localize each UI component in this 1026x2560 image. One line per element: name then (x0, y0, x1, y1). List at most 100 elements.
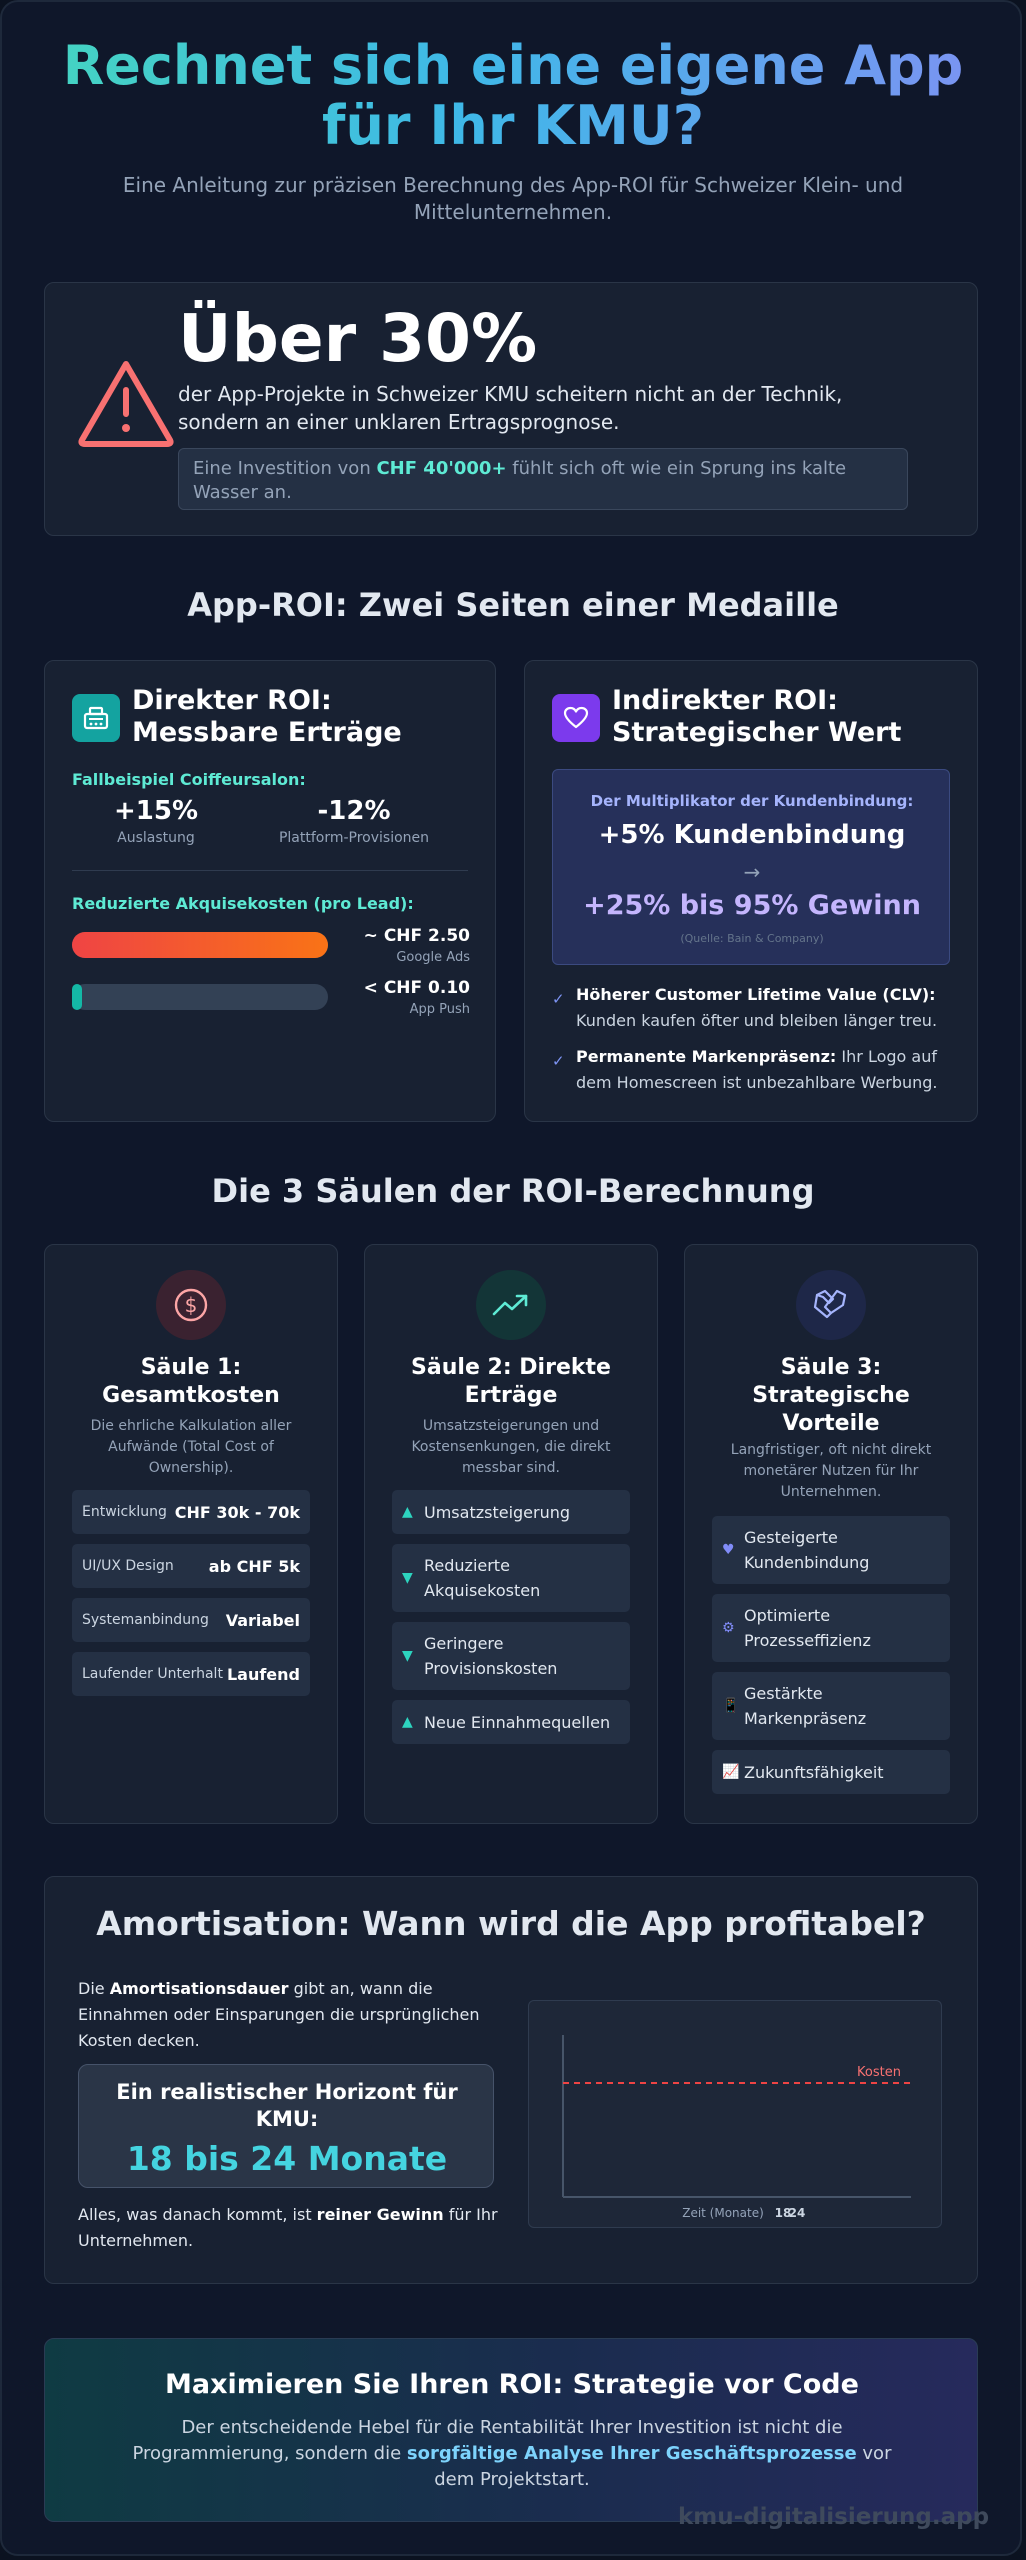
pillar-1-desc: Die ehrliche Kalkulation aller Aufwände … (90, 1418, 292, 1476)
pillar-1-title: Säule 1: Gesamtkosten (102, 1355, 280, 1408)
cta-panel: Maximieren Sie Ihren ROI: Strategie vor … (44, 2338, 978, 2522)
benefit-item-loyalty: ♥ Gesteigerte Kundenbindung (712, 1516, 950, 1584)
cta-heading: Maximieren Sie Ihren ROI: Strategie vor … (165, 2369, 859, 2400)
callout-text-pre: Eine Investition von (193, 458, 377, 479)
intro-bold: Amortisationsdauer (109, 1979, 289, 1998)
multiplier-top: +5% Kundenbindung (598, 820, 906, 850)
gear-icon: ⚙ (722, 1619, 735, 1636)
cta-text-pre: Der entscheidende Hebel für die Rentabil… (132, 2417, 843, 2464)
chart-svg: Kosten Zeit (Monate) 18 24 (562, 2035, 911, 2220)
stat-label-utilization: Auslastung (117, 830, 195, 846)
amortisation-heading: Amortisation: Wann wird die App profitab… (96, 1904, 926, 1943)
outro-pre: Alles, was danach kommt, ist (78, 2205, 317, 2224)
bar-label-google-ads: Google Ads (396, 950, 470, 965)
bullet-brand: Permanente Markenpräsenz: Ihr Logo auf d… (576, 1044, 956, 1096)
acquisition-cost-label: Reduzierte Akquisekosten (pro Lead): (72, 894, 414, 913)
dollar-circle-icon: $ (156, 1270, 226, 1340)
mobile-phone-icon: 📱 (722, 1697, 740, 1714)
intro-pre: Die (78, 1979, 110, 1998)
divider (72, 870, 468, 871)
bullet-clv-text: Kunden kaufen öfter und bleiben länger t… (576, 1011, 938, 1030)
revenue-item-text: Geringere Provisionskosten (424, 1634, 558, 1678)
bullet-brand-bold: Permanente Markenpräsenz: (576, 1047, 837, 1066)
multiplier-source: (Quelle: Bain & Company) (680, 932, 824, 945)
outro-bold: reiner Gewinn (316, 2205, 444, 2224)
svg-text:$: $ (185, 1293, 198, 1317)
direct-roi-title: Direkter ROI: Messbare Erträge (132, 685, 402, 748)
benefit-item-text: Optimierte Prozesseffizienz (744, 1606, 871, 1650)
cost-item-label: UI/UX Design (82, 1558, 174, 1574)
amortisation-chart: Kosten Zeit (Monate) 18 24 (528, 2000, 942, 2228)
multiplier-label: Der Multiplikator der Kundenbindung: (590, 792, 914, 810)
roi-section-heading: App-ROI: Zwei Seiten einer Medaille (187, 586, 839, 624)
cost-item-label: Systemanbindung (82, 1612, 209, 1628)
bar-value-app-push: < CHF 0.10 (363, 978, 470, 998)
intro-post: gibt an, wann die Einnahmen oder Einspar… (78, 1979, 480, 2050)
failure-rate-number: Über 30% (178, 300, 538, 377)
pillar-3-desc: Langfristiger, oft nicht direkt monetäre… (730, 1442, 932, 1500)
revenue-item-text: Umsatzsteigerung (424, 1502, 571, 1522)
cost-item-value: ab CHF 5k (208, 1556, 300, 1576)
x-tick-24: 24 (789, 2206, 806, 2220)
bar-track-app-push (72, 984, 328, 1010)
pillar-2-title: Säule 2: Direkte Erträge (411, 1355, 611, 1408)
arrow-down-icon: ▼ (402, 1647, 413, 1664)
page-subtitle: Eine Anleitung zur präzisen Berechnung d… (122, 173, 904, 224)
page-title: Rechnet sich eine eigene App für Ihr KMU… (42, 36, 984, 156)
multiplier-bottom: +25% bis 95% Gewinn (583, 890, 921, 921)
cta-text-highlight: sorgfältige Analyse Ihrer Geschäftsproze… (406, 2443, 857, 2464)
pillar-2-desc: Umsatzsteigerungen und Kostensenkungen, … (411, 1418, 611, 1476)
benefit-item-efficiency: ⚙ Optimierte Prozesseffizienz (712, 1594, 950, 1662)
bar-value-google-ads: ~ CHF 2.50 (363, 926, 470, 946)
stat-value-utilization: +15% (113, 796, 199, 826)
bar-google-ads (72, 932, 328, 958)
x-axis-label: Zeit (Monate) (682, 2206, 764, 2220)
revenue-item-sales: ▲ Umsatzsteigerung (392, 1490, 630, 1534)
arrow-up-icon: ▲ (402, 1713, 413, 1730)
checkmark-icon: ✓ (552, 990, 565, 1008)
benefit-item-brand: 📱 Gestärkte Markenpräsenz (712, 1672, 950, 1740)
cost-item-design: UI/UX Design ab CHF 5k (72, 1544, 310, 1588)
cost-item-maintenance: Laufender Unterhalt Laufend (72, 1652, 310, 1696)
bar-track-google-ads (72, 932, 328, 958)
multiplier-box: Der Multiplikator der Kundenbindung: +5%… (552, 769, 950, 965)
revenue-item-acquisition: ▼ Reduzierte Akquisekosten (392, 1544, 630, 1612)
failure-rate-text: der App-Projekte in Schweizer KMU scheit… (178, 382, 843, 434)
cta-text-post: vor dem Projektstart. (434, 2443, 892, 2490)
stat-label-commissions: Plattform-Provisionen (278, 830, 430, 846)
horizon-box: Ein realistischer Horizont für KMU: 18 b… (78, 2064, 494, 2188)
handshake-icon (796, 1270, 866, 1340)
cost-item-label: Entwicklung (82, 1504, 167, 1520)
pillars-heading: Die 3 Säulen der ROI-Berechnung (211, 1172, 815, 1210)
bullet-clv: Höherer Customer Lifetime Value (CLV): K… (576, 982, 956, 1034)
bullet-clv-bold: Höherer Customer Lifetime Value (CLV): (576, 985, 936, 1004)
warning-triangle-icon (76, 358, 176, 452)
amortisation-outro: Alles, was danach kommt, ist reiner Gewi… (78, 2202, 508, 2254)
revenue-item-text: Reduzierte Akquisekosten (424, 1556, 541, 1600)
cost-item-development: Entwicklung CHF 30k - 70k (72, 1490, 310, 1534)
benefit-item-future: 📈 Zukunftsfähigkeit (712, 1750, 950, 1794)
trending-up-icon (476, 1270, 546, 1340)
pillar-3-title: Säule 3: Strategische Vorteile (752, 1355, 910, 1436)
x-tick-18: 18 (775, 2206, 792, 2220)
cta-text: Der entscheidende Hebel für die Rentabil… (125, 2415, 899, 2493)
pillar-1-card (44, 1244, 338, 1824)
benefit-item-text: Zukunftsfähigkeit (744, 1762, 884, 1782)
bullet-brand-text: Ihr Logo auf dem Homescreen ist unbezahl… (576, 1047, 938, 1092)
bar-label-app-push: App Push (409, 1002, 470, 1017)
benefit-item-text: Gestärkte Markenpräsenz (744, 1684, 867, 1728)
investment-callout: Eine Investition von CHF 40'000+ fühlt s… (178, 448, 908, 510)
cash-register-icon (72, 694, 120, 742)
horizon-value: 18 bis 24 Monate (126, 2139, 448, 2178)
cost-label: Kosten (857, 2065, 901, 2080)
watermark: kmu-digitalisierung.app (678, 2504, 990, 2530)
revenue-item-new-streams: ▲ Neue Einnahmequellen (392, 1700, 630, 1744)
cost-item-value: Variabel (225, 1610, 300, 1630)
heart-icon (552, 694, 600, 742)
cost-item-value: CHF 30k - 70k (174, 1502, 300, 1522)
benefit-item-text: Gesteigerte Kundenbindung (744, 1528, 870, 1572)
example-label: Fallbeispiel Coiffeursalon: (72, 770, 306, 789)
indirect-roi-title: Indirekter ROI: Strategischer Wert (612, 685, 902, 748)
arrow-up-icon: ▲ (402, 1503, 413, 1520)
